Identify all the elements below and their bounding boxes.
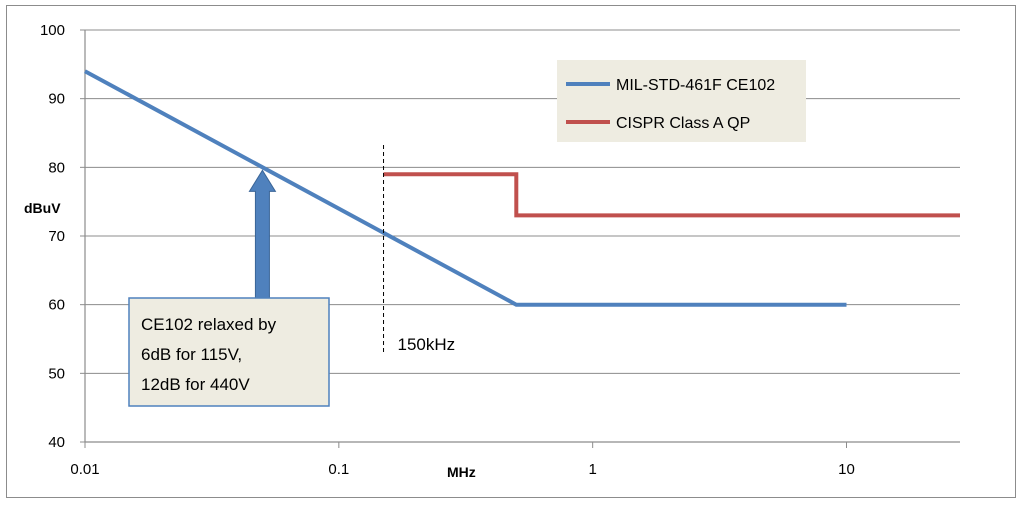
y-tick-label: 100: [40, 22, 65, 39]
callout-box: [128, 297, 330, 407]
callout-arrow: [248, 169, 277, 299]
y-tick-label: 60: [48, 297, 65, 314]
callout-text-line: 12dB for 440V: [141, 375, 250, 394]
series-line-mil-std-461f-ce102: [84, 69, 847, 307]
callout-text-line: CE102 relaxed by: [141, 315, 277, 334]
x-tick-label: 10: [838, 461, 855, 478]
y-tick-label: 40: [48, 434, 65, 451]
y-tick-label: 50: [48, 365, 65, 382]
legend-label: MIL-STD-461F CE102: [616, 77, 775, 94]
annotation-layer: CE102 relaxed by 6dB for 115V, 12dB for 44…: [128, 145, 456, 407]
y-tick-label: 70: [48, 228, 65, 245]
x-axis-title: MHz: [447, 464, 476, 480]
legend: MIL-STD-461F CE102 CISPR Class A QP: [557, 60, 806, 142]
series-layer: [84, 69, 960, 307]
legend-box: [557, 60, 806, 142]
x-tick-label: 0.1: [328, 461, 349, 478]
y-axis-title: dBuV: [24, 200, 61, 216]
axis-layer: 40 50 60 70 80 90 100 0.01 0.1 1 10: [40, 22, 960, 478]
marker-150khz-label: 150kHz: [398, 335, 456, 354]
x-tick-label: 1: [588, 461, 596, 478]
y-tick-label: 90: [48, 91, 65, 108]
callout-text-line: 6dB for 115V,: [141, 345, 242, 364]
y-tick-label: 80: [48, 159, 65, 176]
chart-frame: [6, 5, 1016, 498]
series-line-cispr-class-a-qp: [383, 172, 960, 218]
x-tick-label: 0.01: [70, 461, 99, 478]
legend-label: CISPR Class A QP: [616, 115, 750, 132]
